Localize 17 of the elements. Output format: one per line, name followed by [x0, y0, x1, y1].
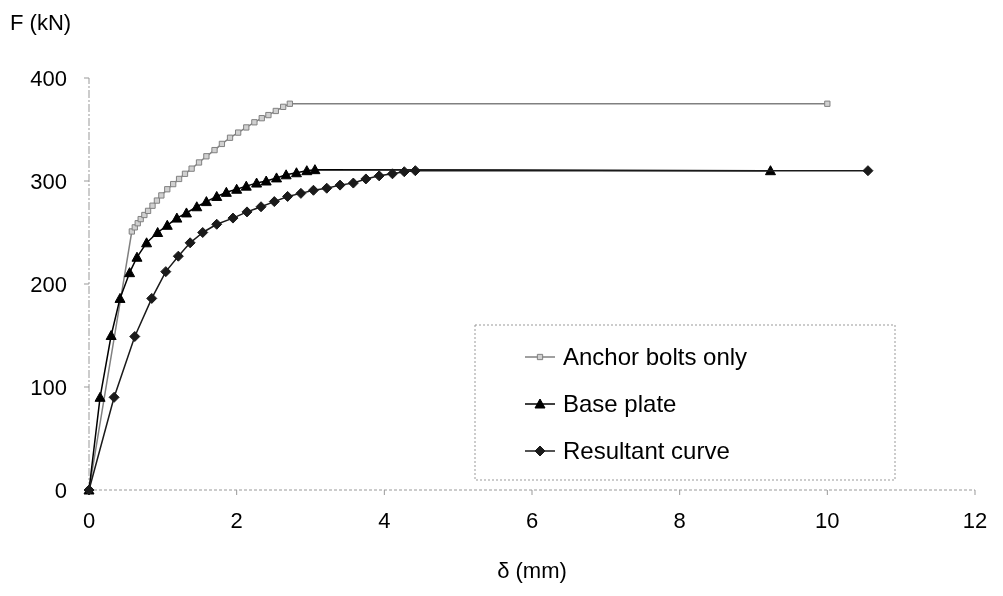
legend-label: Anchor bolts only	[563, 343, 748, 370]
x-tick-label: 6	[525, 508, 539, 533]
y-axis-title: F (kN)	[10, 10, 72, 35]
x-tick-label: 8	[673, 508, 686, 533]
x-tick-label: 2	[230, 508, 243, 533]
legend-label: Base plate	[563, 390, 677, 417]
x-axis-title: δ (mm)	[497, 558, 567, 583]
x-tick-label: 10	[815, 508, 840, 533]
x-tick-label: 4	[378, 508, 391, 533]
y-tick-label: 200	[30, 272, 67, 297]
x-tick-label: 0	[82, 508, 96, 533]
legend-label: Resultant curve	[563, 437, 730, 464]
y-tick-label: 100	[30, 375, 67, 400]
y-tick-label: 0	[54, 478, 67, 503]
x-tick-label: 12	[962, 508, 988, 533]
y-tick-label: 400	[30, 66, 67, 91]
y-tick-label: 300	[30, 169, 67, 194]
